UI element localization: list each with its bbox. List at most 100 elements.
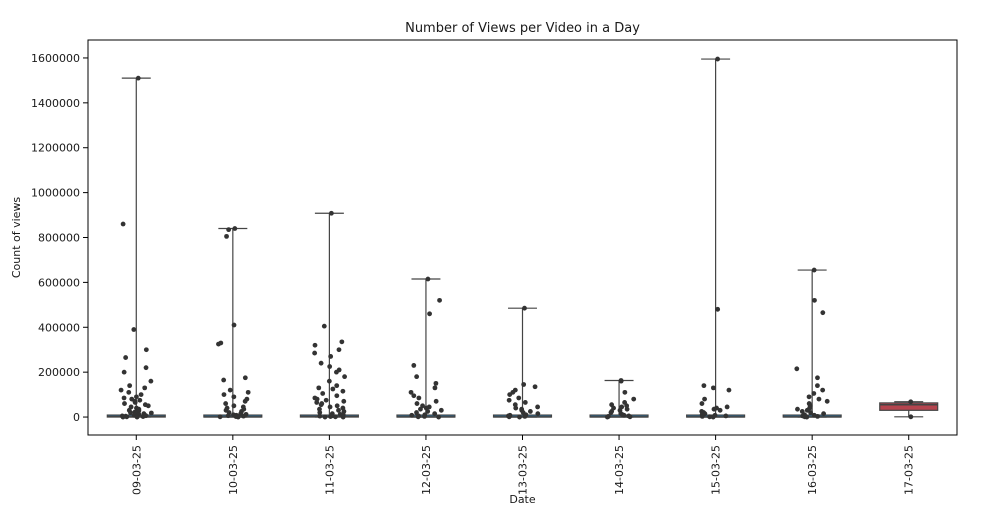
data-point (715, 306, 721, 312)
data-point (795, 406, 800, 412)
data-point (127, 383, 133, 389)
data-point (120, 414, 126, 420)
data-point (715, 56, 721, 62)
y-tick-label: 0 (73, 411, 80, 424)
data-point (811, 267, 817, 273)
data-point (232, 226, 238, 231)
data-point (138, 392, 144, 398)
data-point (821, 411, 826, 417)
data-point (804, 414, 810, 420)
data-point (121, 395, 127, 401)
chart-title: Number of Views per Video in a Day (405, 21, 640, 36)
data-point (134, 414, 140, 420)
data-point (438, 407, 444, 413)
data-point (726, 387, 732, 393)
data-point (339, 339, 345, 345)
data-point (336, 407, 341, 413)
data-point (710, 385, 716, 391)
data-point (506, 397, 512, 403)
box-15-03-25 (686, 58, 746, 418)
box-17-03-25 (879, 401, 939, 418)
data-point (535, 404, 541, 410)
data-point (227, 387, 233, 393)
y-tick-label: 1200000 (31, 142, 80, 155)
data-point (418, 406, 423, 412)
x-tick-label: 17-03-25 (903, 445, 916, 495)
data-point (624, 406, 630, 412)
data-point (126, 389, 132, 395)
y-axis-label: Count of views (10, 197, 23, 279)
box-series (106, 58, 939, 418)
data-point (314, 400, 320, 405)
data-point (701, 383, 707, 389)
x-axis-label: Date (509, 493, 536, 506)
data-point (340, 414, 346, 420)
data-point (522, 413, 528, 419)
data-point (425, 276, 431, 282)
data-point (908, 414, 914, 420)
data-point (411, 393, 417, 399)
data-point (245, 389, 251, 395)
box-09-03-25 (106, 77, 166, 418)
data-point (506, 414, 512, 420)
data-point (216, 341, 221, 347)
data-point (142, 385, 148, 391)
data-point (622, 389, 628, 395)
data-point (436, 414, 442, 420)
data-point (131, 327, 137, 332)
data-point (320, 391, 326, 396)
data-point (908, 399, 914, 405)
data-point (820, 387, 826, 393)
data-point (328, 210, 334, 216)
data-point (148, 378, 154, 384)
y-tick-label: 1600000 (31, 52, 80, 65)
data-point (522, 400, 528, 405)
data-point (408, 389, 414, 395)
y-tick-label: 800000 (38, 232, 80, 245)
data-point (532, 384, 538, 390)
data-point (711, 406, 717, 412)
data-point (322, 414, 328, 420)
data-point (221, 392, 227, 398)
data-point (231, 394, 237, 400)
data-point (224, 233, 229, 239)
data-point (340, 388, 346, 394)
data-point (323, 397, 329, 403)
data-point (516, 395, 522, 401)
data-point (242, 375, 248, 381)
data-point (824, 398, 830, 404)
data-point (710, 414, 716, 420)
strip-points (118, 56, 914, 420)
data-point (123, 355, 129, 360)
data-point (433, 398, 439, 404)
data-point (217, 414, 223, 420)
data-point (699, 413, 705, 419)
data-point (134, 394, 139, 400)
data-point (724, 404, 730, 410)
data-point (815, 383, 820, 389)
data-point (328, 354, 334, 359)
data-point (140, 414, 146, 419)
data-point (723, 413, 729, 419)
x-tick-label: 09-03-25 (130, 445, 143, 495)
data-point (132, 400, 138, 405)
data-point (321, 323, 327, 329)
data-point (124, 414, 130, 420)
data-point (707, 414, 713, 420)
data-point (433, 380, 439, 386)
data-point (334, 403, 340, 409)
data-point (437, 297, 442, 303)
data-point (226, 227, 232, 233)
data-point (618, 378, 624, 384)
data-point (145, 403, 151, 409)
x-tick-label: 13-03-25 (517, 445, 530, 495)
data-point (342, 374, 347, 380)
y-tick-label: 400000 (38, 321, 80, 334)
data-point (231, 403, 237, 409)
data-point (812, 297, 817, 303)
data-point (118, 387, 124, 393)
data-point (318, 402, 324, 408)
x-tick-label: 16-03-25 (806, 445, 819, 495)
data-point (631, 396, 637, 402)
data-point (811, 391, 817, 396)
